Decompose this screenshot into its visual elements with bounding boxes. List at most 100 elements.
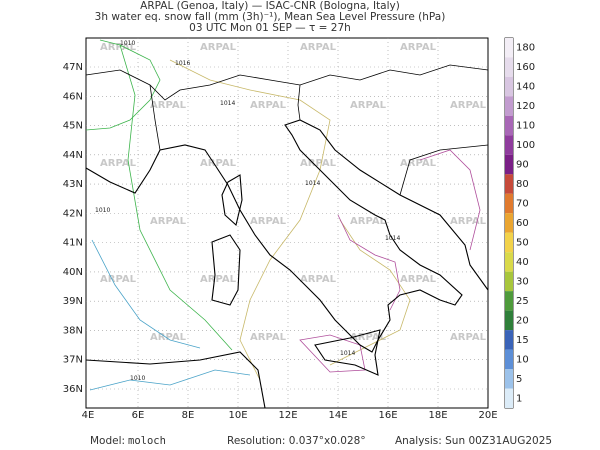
colorbar-swatch	[505, 213, 513, 233]
lat-label: 42N	[63, 208, 83, 219]
colorbar-swatch	[505, 252, 513, 272]
lat-label: 37N	[63, 355, 83, 366]
colorbar-label: 180	[516, 43, 535, 54]
colorbar-label: 70	[516, 199, 529, 210]
colorbar-swatch	[505, 349, 513, 370]
watermark: ARPAL	[350, 332, 387, 343]
isobar-label: 1014	[305, 180, 320, 187]
lon-label: 14E	[328, 410, 347, 421]
colorbar-label: 80	[516, 179, 529, 190]
isobar-label: 1014	[340, 350, 355, 357]
lat-label: 40N	[63, 267, 83, 278]
isobar	[337, 214, 401, 311]
isobar	[119, 44, 233, 351]
lat-label: 43N	[63, 179, 83, 190]
isobar	[89, 369, 251, 391]
colorbar-swatch	[505, 369, 513, 389]
watermark: ARPAL	[250, 100, 287, 111]
border	[399, 144, 489, 196]
lon-label: 20E	[478, 410, 497, 421]
lon-label: 12E	[278, 410, 297, 421]
footer-model: moloch	[128, 435, 166, 447]
watermark: ARPAL	[150, 332, 187, 343]
africa-coast	[85, 351, 266, 409]
grid	[86, 38, 488, 408]
watermark: ARPAL	[250, 332, 287, 343]
colorbar-label: 90	[516, 160, 529, 171]
watermark: ARPAL	[400, 158, 437, 169]
isobar-label: 1010	[95, 207, 110, 214]
lon-label: 10E	[228, 410, 247, 421]
lat-label: 36N	[63, 384, 83, 395]
colorbar-swatch	[505, 388, 513, 408]
lon-label: 8E	[182, 410, 195, 421]
watermark: ARPAL	[300, 274, 337, 285]
colorbar-swatch	[505, 135, 513, 155]
watermark: ARPAL	[150, 100, 187, 111]
colorbar-swatch	[505, 38, 513, 58]
watermark: ARPAL	[200, 274, 237, 285]
colorbar-label: 1	[516, 393, 522, 404]
watermark: ARPAL	[450, 100, 487, 111]
lon-label: 6E	[132, 410, 145, 421]
lat-label: 44N	[63, 150, 83, 161]
colorbar-swatch	[505, 291, 513, 311]
colorbar-label: 40	[516, 257, 529, 268]
lat-label: 45N	[63, 121, 83, 132]
colorbar-label: 30	[516, 276, 529, 287]
colorbar-swatch	[505, 193, 513, 214]
isobar-label: 1014	[385, 235, 400, 242]
colorbar-label: 100	[516, 140, 535, 151]
corsica	[221, 174, 243, 227]
lat-label: 38N	[63, 325, 83, 336]
colorbar-swatch	[505, 310, 513, 331]
watermark: ARPAL	[300, 42, 337, 53]
border	[85, 64, 489, 101]
lat-label: 41N	[63, 238, 83, 249]
colorbar-label: 5	[516, 374, 522, 385]
sicily	[314, 329, 381, 376]
watermark: ARPAL	[150, 216, 187, 227]
watermarks: ARPAL ARPAL ARPAL ARPAL ARPAL ARPAL ARPAL ARPAL…	[100, 42, 487, 343]
colorbar-label: 110	[516, 121, 535, 132]
colorbar-swatch	[505, 174, 513, 194]
colorbar-swatch	[505, 330, 513, 350]
colorbar-label: 10	[516, 354, 529, 365]
footer-analysis: Analysis: Sun 00Z31AUG2025	[395, 435, 552, 447]
colorbar-label: 50	[516, 237, 529, 248]
colorbar-label: 160	[516, 62, 535, 73]
watermark: ARPAL	[200, 158, 237, 169]
watermark: ARPAL	[200, 42, 237, 53]
watermark: ARPAL	[300, 158, 337, 169]
isobar-labels: 1010 1014 1016 1014 1010 1014 1010 1014	[95, 40, 400, 382]
isobar	[329, 219, 411, 366]
watermark: ARPAL	[250, 216, 287, 227]
isobar-label: 1016	[175, 60, 190, 67]
title-line: ARPAL (Genoa, Italy) — ISAC-CNR (Bologna…	[140, 0, 400, 12]
isobar-label: 1010	[120, 40, 135, 47]
lat-label: 47N	[63, 62, 83, 73]
sardinia	[211, 234, 241, 306]
footer-model-label: Model:	[90, 435, 125, 447]
map: ARPAL ARPAL ARPAL ARPAL ARPAL ARPAL ARPAL ARPAL…	[63, 37, 498, 421]
isobar-label: 1010	[130, 375, 145, 382]
watermark: ARPAL	[450, 216, 487, 227]
border	[149, 84, 161, 151]
watermark: ARPAL	[350, 100, 387, 111]
watermark: ARPAL	[100, 158, 137, 169]
footer-resolution: Resolution: 0.037°x0.028°	[227, 435, 366, 447]
colorbar-label: 20	[516, 315, 529, 326]
coastline	[85, 119, 489, 353]
colorbar-label: 60	[516, 218, 529, 229]
isobar	[299, 334, 366, 373]
lat-label: 46N	[63, 91, 83, 102]
colorbar-label: 120	[516, 101, 535, 112]
watermark: ARPAL	[400, 274, 437, 285]
lon-label: 16E	[378, 410, 397, 421]
isobar-label: 1014	[220, 100, 235, 107]
lat-label: 39N	[63, 296, 83, 307]
colorbar-swatch	[505, 232, 513, 253]
colorbar-label: 140	[516, 82, 535, 93]
watermark: ARPAL	[350, 216, 387, 227]
colorbar-swatch	[505, 271, 513, 292]
